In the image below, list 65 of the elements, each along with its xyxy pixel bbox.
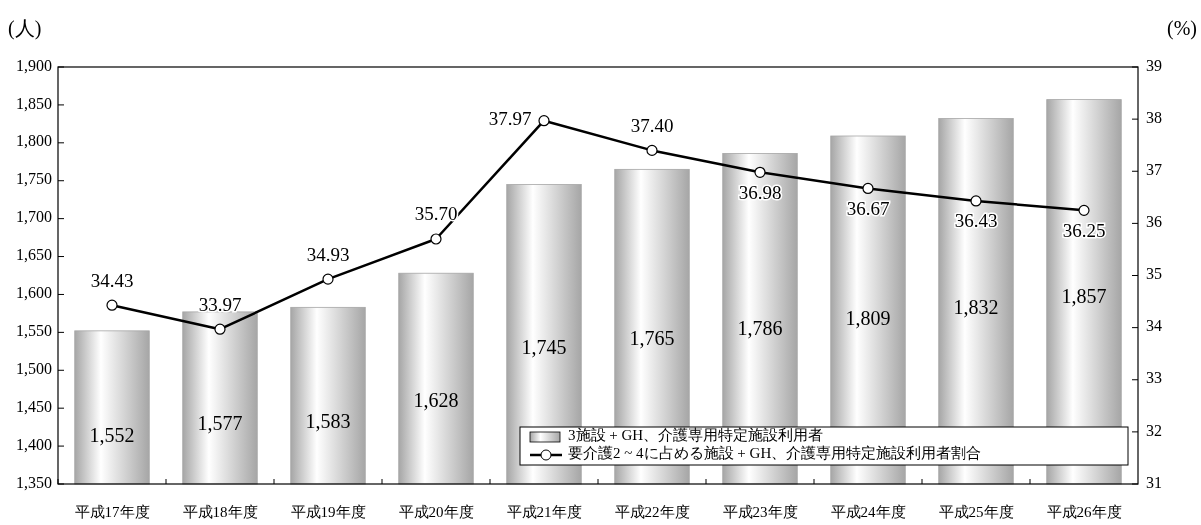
data-label: 36.43 <box>954 210 998 232</box>
point <box>970 195 982 207</box>
y-tick-label: 1,550 <box>16 322 52 340</box>
y2-tick-label: 36 <box>1146 213 1162 231</box>
x-tick-label: 平成18年度 <box>182 504 258 521</box>
x-tick-label: 平成17年度 <box>74 504 150 521</box>
data-label: 1,628 <box>413 389 459 412</box>
point <box>754 166 766 178</box>
y-tick-label: 1,400 <box>16 435 52 453</box>
y2-axis-title: (%) <box>1167 16 1197 40</box>
data-label: 1,786 <box>737 317 783 340</box>
data-label: 34.93 <box>306 243 350 265</box>
x-tick-label: 平成25年度 <box>938 504 1014 521</box>
x-tick-label: 平成19年度 <box>290 504 366 521</box>
data-label: 1,552 <box>89 423 135 446</box>
data-label: 36.67 <box>846 197 890 219</box>
data-label: 36.25 <box>1062 219 1106 241</box>
y-tick-label: 1,750 <box>16 170 52 188</box>
y2-tick-label: 32 <box>1146 421 1162 439</box>
x-tick-label: 平成22年度 <box>614 504 690 521</box>
x-tick-label: 平成21年度 <box>506 504 582 521</box>
y-tick-label: 1,800 <box>16 132 52 150</box>
data-label: 1,809 <box>845 306 891 329</box>
y-tick-label: 1,450 <box>16 397 52 415</box>
x-tick-label: 平成20年度 <box>398 504 474 521</box>
y-tick-label: 1,850 <box>16 94 52 112</box>
y2-tick-label: 37 <box>1146 160 1162 178</box>
data-label: 1,765 <box>629 326 675 349</box>
point <box>1078 204 1090 216</box>
y2-tick-label: 39 <box>1146 56 1162 74</box>
y-tick-label: 1,700 <box>16 208 52 226</box>
data-label: 1,832 <box>953 296 999 319</box>
point <box>322 273 334 285</box>
data-label: 1,857 <box>1061 284 1107 307</box>
x-tick-label: 平成26年度 <box>1046 504 1122 521</box>
x-tick-label: 平成23年度 <box>722 504 798 521</box>
data-label: 1,745 <box>521 335 567 358</box>
point <box>646 144 658 156</box>
y-tick-label: 1,650 <box>16 246 52 264</box>
y2-tick-label: 38 <box>1146 108 1162 126</box>
y2-tick-label: 35 <box>1146 265 1162 283</box>
data-label: 1,577 <box>197 412 243 435</box>
y-tick-label: 1,500 <box>16 359 52 377</box>
y2-tick-label: 31 <box>1146 473 1162 491</box>
point <box>214 323 226 335</box>
data-label: 33.97 <box>198 293 242 315</box>
data-label: 35.70 <box>414 203 458 225</box>
legend-label: 要介護2 ~ 4に占める施設 + GH、介護専用特定施設利用者割合 <box>568 445 982 462</box>
y-tick-label: 1,350 <box>16 473 52 491</box>
legend-label: 3施設 + GH、介護専用特定施設利用者 <box>568 427 824 444</box>
y-axis-title: (人) <box>8 16 42 40</box>
data-label: 36.98 <box>738 181 782 203</box>
y2-tick-label: 33 <box>1146 369 1162 387</box>
x-tick-label: 平成24年度 <box>830 504 906 521</box>
point <box>862 182 874 195</box>
y-tick-label: 1,900 <box>16 56 52 74</box>
y2-tick-label: 34 <box>1146 317 1162 335</box>
data-label: 37.97 <box>488 108 532 130</box>
point <box>430 233 442 245</box>
y-tick-label: 1,600 <box>16 284 52 302</box>
data-label: 34.43 <box>90 269 134 291</box>
point <box>106 299 118 311</box>
data-label: 1,583 <box>305 409 351 432</box>
point <box>538 115 550 127</box>
data-label: 37.40 <box>630 114 674 136</box>
